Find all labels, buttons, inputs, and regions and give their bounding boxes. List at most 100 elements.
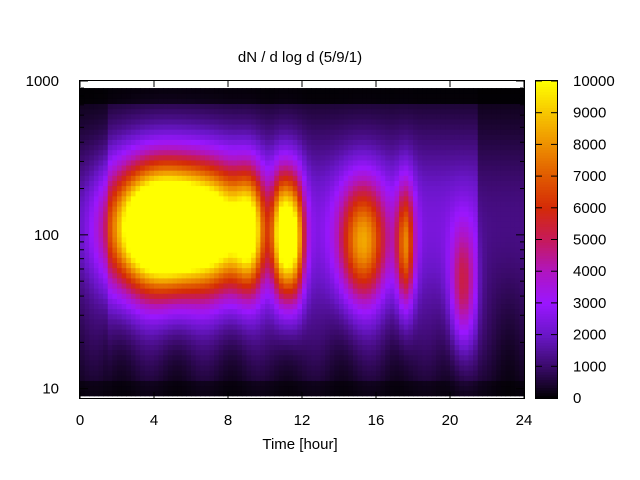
heatmap-cell <box>459 247 465 253</box>
heatmap-cell <box>366 164 372 171</box>
heatmap-cell <box>343 329 349 335</box>
heatmap-cell <box>172 211 178 217</box>
heatmap-cell <box>195 313 201 320</box>
heatmap-cell <box>237 385 243 392</box>
heatmap-cell <box>195 154 201 161</box>
heatmap-cell <box>158 344 164 351</box>
heatmap-cell <box>135 129 141 135</box>
heatmap-cell <box>334 88 340 94</box>
heatmap-cell <box>237 211 243 217</box>
heatmap-cell <box>422 257 428 263</box>
heatmap-cell <box>255 236 261 243</box>
heatmap-cell <box>204 252 211 258</box>
heatmap-cell <box>288 288 294 294</box>
heatmap-cell <box>251 323 257 330</box>
heatmap-cell <box>325 277 331 284</box>
heatmap-cell <box>426 93 433 99</box>
heatmap-cell <box>385 190 391 197</box>
heatmap-cell <box>320 241 326 248</box>
heatmap-cell <box>380 180 386 187</box>
heatmap-cell <box>117 390 123 397</box>
heatmap-cell <box>255 267 261 274</box>
heatmap-cell <box>89 385 95 392</box>
heatmap-cell <box>237 349 243 356</box>
heatmap-cell <box>103 108 109 115</box>
heatmap-cell <box>117 349 123 356</box>
heatmap-cell <box>376 364 382 371</box>
heatmap-cell <box>163 185 169 192</box>
heatmap-cell <box>385 88 391 94</box>
heatmap-cell <box>426 380 433 387</box>
heatmap-cell <box>403 298 409 305</box>
heatmap-cell <box>315 359 322 366</box>
heatmap-cell <box>269 380 275 387</box>
heatmap-cell <box>154 221 160 228</box>
heatmap-cell <box>209 129 215 135</box>
heatmap-cell <box>181 344 187 351</box>
heatmap-cell <box>214 323 220 330</box>
heatmap-cell <box>126 221 132 228</box>
heatmap-cell <box>251 195 257 202</box>
heatmap-cell <box>320 236 326 243</box>
heatmap-cell <box>348 339 354 346</box>
heatmap-cell <box>84 252 90 258</box>
heatmap-cell <box>191 185 197 192</box>
heatmap-cell <box>445 190 451 197</box>
heatmap-cell <box>158 118 164 125</box>
heatmap-cell <box>172 375 178 381</box>
heatmap-cell <box>172 149 178 156</box>
heatmap-cell <box>269 185 275 192</box>
heatmap-cell <box>440 339 446 346</box>
heatmap-cell <box>380 175 386 181</box>
heatmap-cell <box>426 308 433 315</box>
heatmap-cell <box>98 339 104 346</box>
heatmap-cell <box>186 354 192 361</box>
heatmap-cell <box>98 170 104 176</box>
heatmap-cell <box>311 390 317 397</box>
heatmap-cell <box>426 364 433 371</box>
heatmap-cell <box>297 103 303 110</box>
heatmap-cell <box>200 123 206 130</box>
heatmap-cell <box>278 380 285 387</box>
heatmap-cell <box>269 231 275 238</box>
heatmap-cell <box>112 288 118 294</box>
heatmap-cell <box>126 98 132 105</box>
heatmap-cell <box>413 180 419 187</box>
heatmap-cell <box>343 272 349 279</box>
heatmap-cell <box>84 134 90 140</box>
heatmap-cell <box>394 195 400 202</box>
heatmap-cell <box>417 149 423 156</box>
heatmap-cell <box>112 88 118 94</box>
heatmap-cell <box>246 123 252 130</box>
heatmap-cell <box>154 308 160 315</box>
heatmap-cell <box>181 190 187 197</box>
heatmap-cell <box>362 257 368 263</box>
heatmap-cell <box>302 354 308 361</box>
heatmap-cell <box>288 318 294 325</box>
heatmap-cell <box>274 313 280 320</box>
heatmap-cell <box>93 344 100 351</box>
heatmap-cell <box>204 349 211 356</box>
heatmap-cell <box>311 180 317 187</box>
heatmap-cell <box>181 318 187 325</box>
heatmap-cell <box>417 205 423 212</box>
heatmap-cell <box>329 277 335 284</box>
heatmap-cell <box>436 267 442 274</box>
heatmap-cell <box>121 211 127 217</box>
heatmap-cell <box>315 344 322 351</box>
heatmap-cell <box>117 88 123 94</box>
heatmap-cell <box>154 149 160 156</box>
heatmap-cell <box>274 364 280 371</box>
heatmap-cell <box>445 288 451 294</box>
heatmap-cell <box>362 175 368 181</box>
heatmap-cell <box>214 267 220 274</box>
heatmap-cell <box>200 390 206 397</box>
heatmap-cell <box>297 180 303 187</box>
heatmap-cell <box>292 344 298 351</box>
heatmap-cell <box>93 364 100 371</box>
heatmap-cell <box>422 313 428 320</box>
heatmap-cell <box>130 252 137 258</box>
heatmap-cell <box>436 88 442 94</box>
heatmap-cell <box>339 298 345 305</box>
heatmap-cell <box>445 262 451 269</box>
